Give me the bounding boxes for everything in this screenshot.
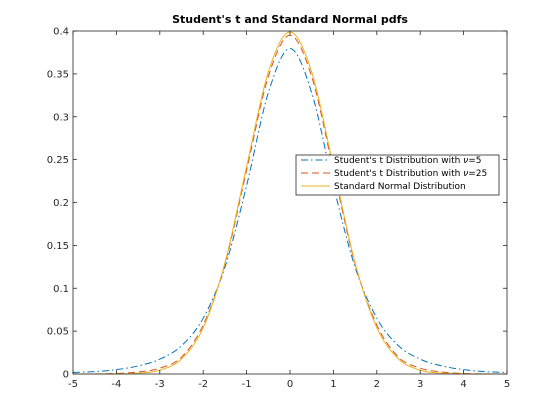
legend-label-2: Student's t Distribution with ν=25 (334, 169, 487, 179)
x-tick-label: -3 (155, 379, 165, 390)
series-line-2 (72, 34, 508, 375)
legend: Student's t Distribution with ν=5 Student… (295, 154, 500, 196)
x-tick-label: 5 (504, 379, 510, 390)
x-tick-label: -4 (111, 379, 121, 390)
y-tick-label: 0.1 (53, 284, 69, 295)
y-tick-label: 0.05 (47, 327, 69, 338)
legend-box (295, 154, 500, 196)
legend-items: Student's t Distribution with ν=5 Student… (301, 156, 487, 192)
y-tick-label: 0.15 (47, 241, 69, 252)
x-tick-label: -2 (198, 379, 208, 390)
y-tick-label: 0 (63, 370, 69, 381)
legend-label-1: Student's t Distribution with ν=5 (334, 156, 481, 166)
x-tick-label: 1 (330, 379, 336, 390)
x-tick-label: 0 (287, 379, 293, 390)
axes-background (73, 31, 507, 374)
chart-title: Student's t and Standard Normal pdfs (172, 13, 408, 26)
x-axis-ticks: -5 -4 -3 -2 -1 0 1 2 3 4 5 (68, 31, 510, 390)
y-tick-label: 0.3 (53, 112, 69, 123)
y-tick-label: 0.4 (53, 27, 69, 38)
y-tick-label: 0.35 (47, 69, 69, 80)
x-tick-label: 2 (374, 379, 380, 390)
series-line-1 (72, 47, 508, 373)
legend-label-3: Standard Normal Distribution (334, 182, 466, 192)
x-tick-label: 3 (417, 379, 423, 390)
y-tick-label: 0.2 (53, 198, 69, 209)
x-tick-label: -5 (68, 379, 78, 390)
y-tick-label: 0.25 (47, 155, 69, 166)
x-tick-label: -1 (242, 379, 252, 390)
y-axis-ticks: 0 0.05 0.1 0.15 0.2 0.25 0.3 0.35 0.4 (47, 27, 507, 381)
x-tick-label: 4 (460, 379, 466, 390)
